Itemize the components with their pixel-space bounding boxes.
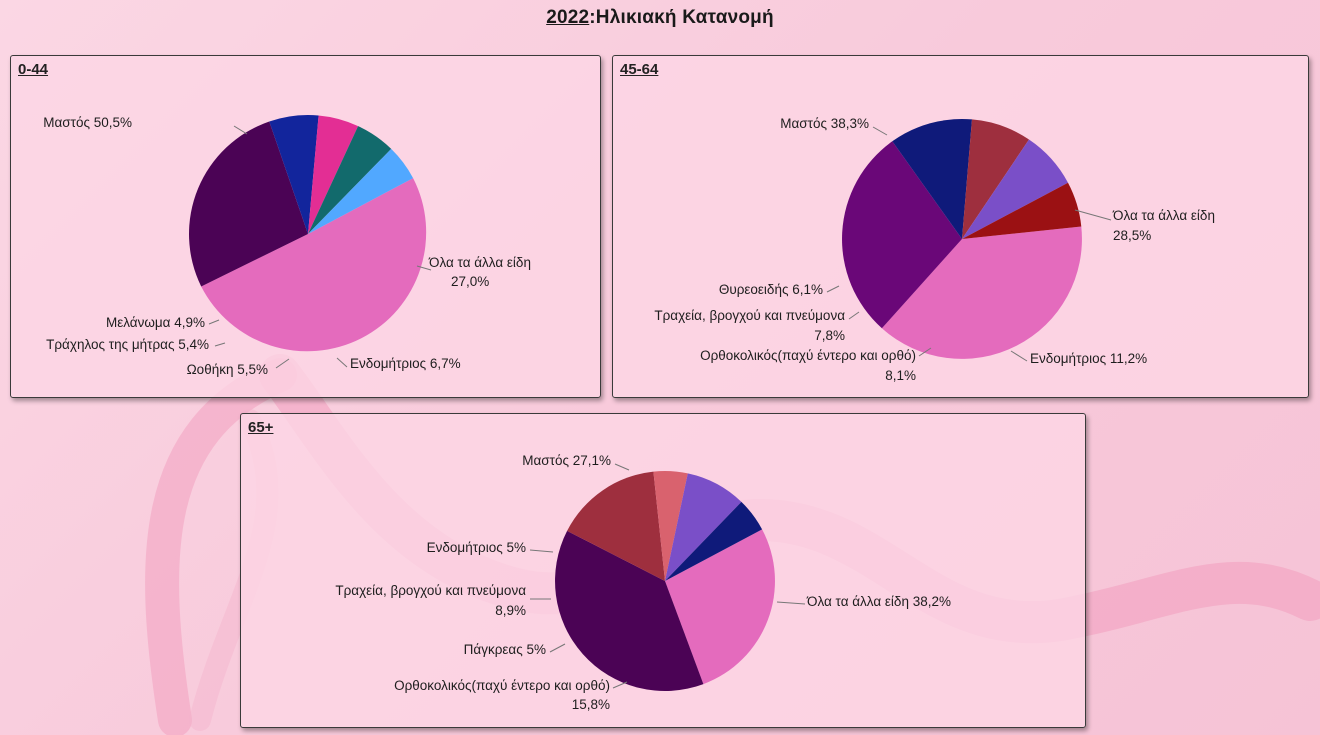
slice-label: Ορθοκολικός(παχύ έντερο και ορθό) (394, 678, 610, 693)
slice-label: 8,9% (495, 603, 526, 618)
slice-label: Μαστός 27,1% (522, 453, 611, 468)
slice-label: Όλα τα άλλα είδη 38,2% (806, 594, 951, 609)
leader-line (336, 357, 348, 368)
leader-line (612, 681, 628, 689)
leader-line (614, 463, 630, 471)
slice-label: 8,1% (885, 368, 916, 383)
leader-line (416, 265, 432, 271)
leader-line (214, 342, 226, 347)
panel-title: 0-44 (18, 61, 49, 78)
pie-slice (962, 139, 1068, 239)
slice-label: Τραχεία, βρογχού και πνεύμονα (335, 583, 526, 598)
pie-slice (308, 115, 359, 234)
slice-label: Όλα τα άλλα είδη (1112, 208, 1215, 223)
leader-line (275, 358, 290, 369)
pie-slice (962, 182, 1082, 239)
slice-label: Μελάνωμα 4,9% (106, 315, 205, 330)
pie-slice (308, 148, 414, 234)
pie-chart-0-44: Μαστός 50,5% Όλα τα άλλα είδη 27,0% Ενδομήτ… (43, 115, 531, 377)
panel-45-64: 45-64 Μαστός 38,3% Όλα τα άλλα είδη 28,5% Ε… (612, 55, 1309, 398)
leader-line (233, 125, 248, 135)
leader-line (1074, 209, 1112, 221)
leader-line (826, 285, 840, 293)
leader-line (872, 126, 888, 136)
panel-title: 45-64 (620, 61, 659, 78)
slice-label: 28,5% (1113, 228, 1151, 243)
slice-label: Ωοθήκη 5,5% (187, 362, 268, 377)
slice-label: Τραχεία, βρογχού και πνεύμονα (654, 308, 845, 323)
panel-65-plus: 65+ Μαστός 27,1% Όλα τα άλλα είδη 38,2% Ορ… (240, 413, 1086, 728)
pie-slice (881, 226, 1082, 359)
panel-title: 65+ (248, 419, 274, 436)
slice-label: Μαστός 50,5% (43, 115, 132, 130)
pie-slice (201, 178, 427, 352)
leader-line (1010, 350, 1028, 362)
leader-line (918, 347, 932, 357)
pie-slice (189, 121, 308, 287)
pie-slice (567, 471, 665, 581)
pie-slice (892, 118, 972, 239)
leader-line (549, 643, 566, 653)
pie-slice (665, 501, 763, 581)
pie-slice (665, 473, 742, 581)
slice-label: Όλα τα άλλα είδη (428, 255, 531, 270)
pie-slice (665, 529, 775, 685)
pie-slice (555, 530, 704, 692)
leader-line (529, 549, 554, 553)
slice-label: 27,0% (451, 274, 489, 289)
slice-label: 7,8% (814, 328, 845, 343)
pie-slice (269, 115, 319, 234)
slice-label: 15,8% (572, 697, 610, 712)
leader-line (848, 311, 860, 320)
pie-slice (962, 119, 1029, 239)
pie-slice (842, 141, 962, 329)
panel-0-44: 0-44 Μαστός 50,5% Όλα τα άλλα είδη 27,0% Εν… (10, 55, 601, 398)
pie-slice (653, 470, 688, 581)
leader-line (776, 601, 806, 605)
slice-label: Ενδομήτριος 5% (427, 540, 526, 555)
slice-label: Τράχηλος της μήτρας 5,4% (46, 337, 209, 352)
page-title: 2022:Ηλικιακή Κατανομή (546, 7, 774, 28)
pie-chart-45-64: Μαστός 38,3% Όλα τα άλλα είδη 28,5% Ενδομήτ… (654, 116, 1215, 383)
slice-label: Ενδομήτριος 6,7% (350, 356, 461, 371)
slice-label: Ορθοκολικός(παχύ έντερο και ορθό) (700, 348, 916, 363)
leader-line (208, 319, 220, 325)
slice-label: Μαστός 38,3% (780, 116, 869, 131)
pie-slice (308, 126, 392, 234)
slice-label: Πάγκρεας 5% (464, 642, 546, 657)
slice-label: Θυρεοειδής 6,1% (719, 282, 823, 297)
slice-label: Ενδομήτριος 11,2% (1030, 351, 1147, 366)
pie-chart-65-plus: Μαστός 27,1% Όλα τα άλλα είδη 38,2% Ορθοκο… (335, 453, 951, 712)
